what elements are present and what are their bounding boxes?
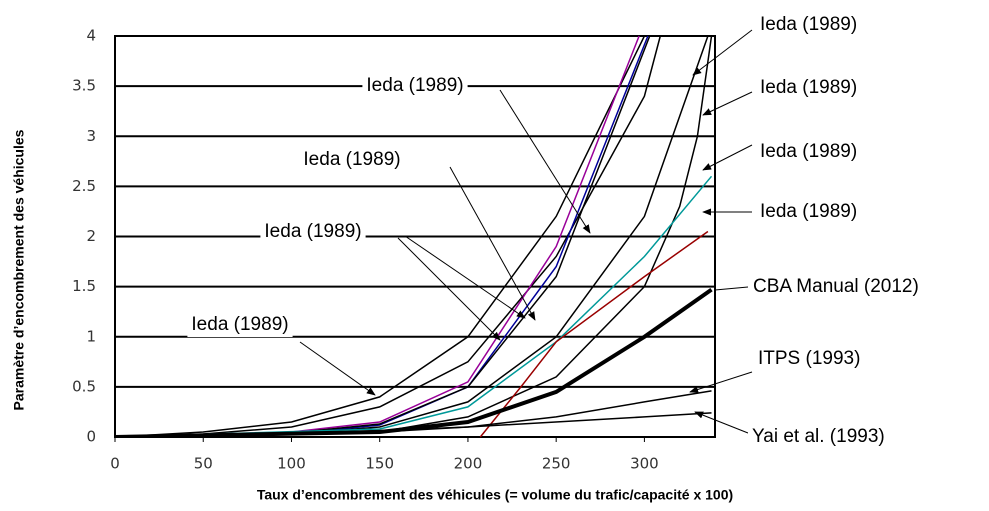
annotation: Yai et al. (1993) [752, 426, 885, 447]
series-line [115, 287, 713, 438]
x-tick-label: 50 [194, 455, 213, 473]
annotation: ITPS (1993) [758, 348, 860, 369]
series-line [115, 175, 713, 438]
annotation-bg [749, 274, 923, 300]
annotation: Ieda (1989) [760, 77, 857, 98]
annotation-arrow [499, 89, 591, 234]
y-tick-label: 2 [86, 227, 96, 245]
annotation: Ieda (1989) [191, 314, 288, 335]
annotation-arrow [694, 411, 749, 434]
annotation-bg [756, 199, 862, 225]
annotation: Ieda (1989) [303, 149, 400, 170]
x-tick-label: 200 [454, 455, 483, 473]
x-axis-label: Taux d’encombrement des véhicules (= vol… [257, 487, 733, 503]
y-axis-label: Paramètre d’encombrement des véhicules [11, 129, 27, 410]
annotation-arrow [397, 237, 501, 341]
annotation-arrow [702, 91, 753, 116]
annotation-arrow [404, 235, 526, 319]
x-tick-label: 250 [542, 455, 571, 473]
annotation: Ieda (1989) [264, 221, 361, 242]
x-tick-label: 0 [110, 455, 120, 473]
annotation: CBA Manual (2012) [753, 276, 919, 297]
annotation-bg [754, 346, 865, 372]
series-line [115, 390, 712, 438]
annotation: Ieda (1989) [760, 14, 857, 35]
y-tick-label: 2.5 [72, 177, 96, 195]
x-tick-label: 300 [630, 455, 659, 473]
y-tick-label: 0.5 [72, 377, 96, 395]
series-line [115, 412, 712, 438]
annotation-bg [187, 312, 293, 338]
series-line [479, 230, 709, 438]
annotation-arrow [689, 371, 753, 393]
annotation: Ieda (1989) [366, 75, 463, 96]
y-tick-label: 3 [86, 127, 96, 145]
annotation-arrow [299, 341, 376, 396]
annotation-bg [260, 219, 366, 245]
annotation-bg [756, 139, 862, 165]
annotation-arrow [692, 29, 753, 76]
annotation: Ieda (1989) [760, 141, 857, 162]
annotation-bg [756, 12, 862, 38]
x-tick-label: 150 [365, 455, 394, 473]
y-tick-label: 1.5 [72, 277, 96, 295]
annotation: Ieda (1989) [760, 201, 857, 222]
annotation-bg [362, 73, 468, 99]
annotation-arrow [714, 286, 749, 291]
plot-frame [114, 35, 716, 438]
y-tick-label: 0 [86, 428, 96, 446]
series-line [115, 35, 646, 438]
series-line [115, 35, 662, 438]
annotation-bg [756, 75, 862, 101]
annotation-bg [299, 147, 405, 173]
y-tick-label: 3.5 [72, 77, 96, 95]
annotation-arrow [449, 166, 536, 321]
x-tick-label: 100 [277, 455, 306, 473]
y-tick-label: 4 [86, 27, 96, 45]
annotation-arrow [702, 144, 753, 171]
annotation-bg [748, 424, 889, 450]
plot-lines [115, 35, 713, 438]
y-tick-label: 1 [86, 327, 96, 345]
